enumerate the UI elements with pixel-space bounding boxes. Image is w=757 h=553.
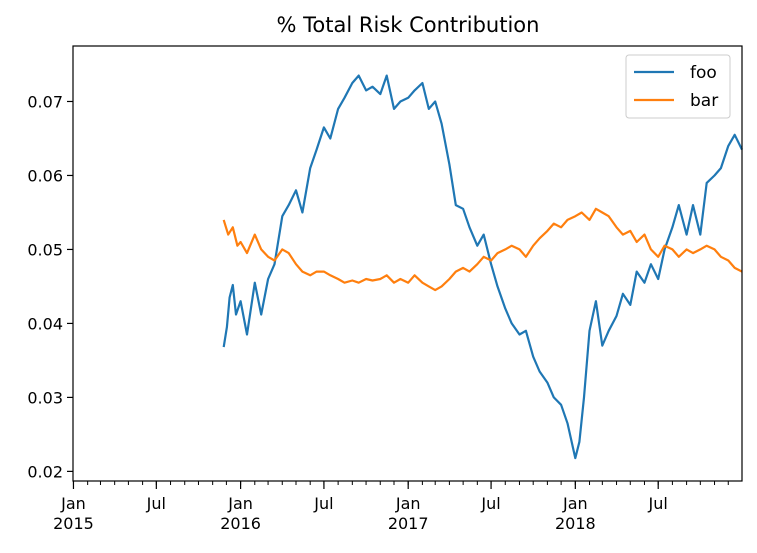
- y-axis: 0.02 0.03 0.04 0.05 0.06 0.07: [27, 92, 73, 481]
- x-tick-label: Jul: [648, 494, 668, 513]
- legend-label-bar: bar: [690, 91, 718, 111]
- x-tick-year-label: 2018: [555, 514, 596, 533]
- x-tick-label: Jul: [480, 494, 500, 513]
- y-tick-label: 0.05: [27, 240, 63, 259]
- x-tick-label: Jan: [562, 494, 588, 513]
- legend-box: [625, 54, 731, 119]
- x-tick-label: Jan: [60, 494, 86, 513]
- plot-area-frame: [72, 45, 743, 482]
- series-line-bar: [222, 207, 743, 292]
- legend: foo bar: [625, 54, 731, 119]
- legend-label-foo: foo: [690, 63, 717, 83]
- y-tick-label: 0.02: [27, 462, 63, 481]
- chart-title: % Total Risk Contribution: [277, 13, 540, 37]
- y-tick-label: 0.04: [27, 314, 63, 333]
- y-tick-label: 0.07: [27, 92, 63, 111]
- y-tick-label: 0.03: [27, 388, 63, 407]
- series-line-foo: [222, 74, 743, 460]
- x-tick-label: Jul: [313, 494, 333, 513]
- plot-lines: [222, 74, 743, 460]
- y-tick-label: 0.06: [27, 166, 63, 185]
- x-tick-label: Jan: [395, 494, 421, 513]
- x-tick-label: Jan: [227, 494, 253, 513]
- x-tick-year-label: 2016: [220, 514, 261, 533]
- x-tick-year-label: 2017: [388, 514, 429, 533]
- x-tick-year-label: 2015: [53, 514, 94, 533]
- x-tick-label: Jul: [146, 494, 166, 513]
